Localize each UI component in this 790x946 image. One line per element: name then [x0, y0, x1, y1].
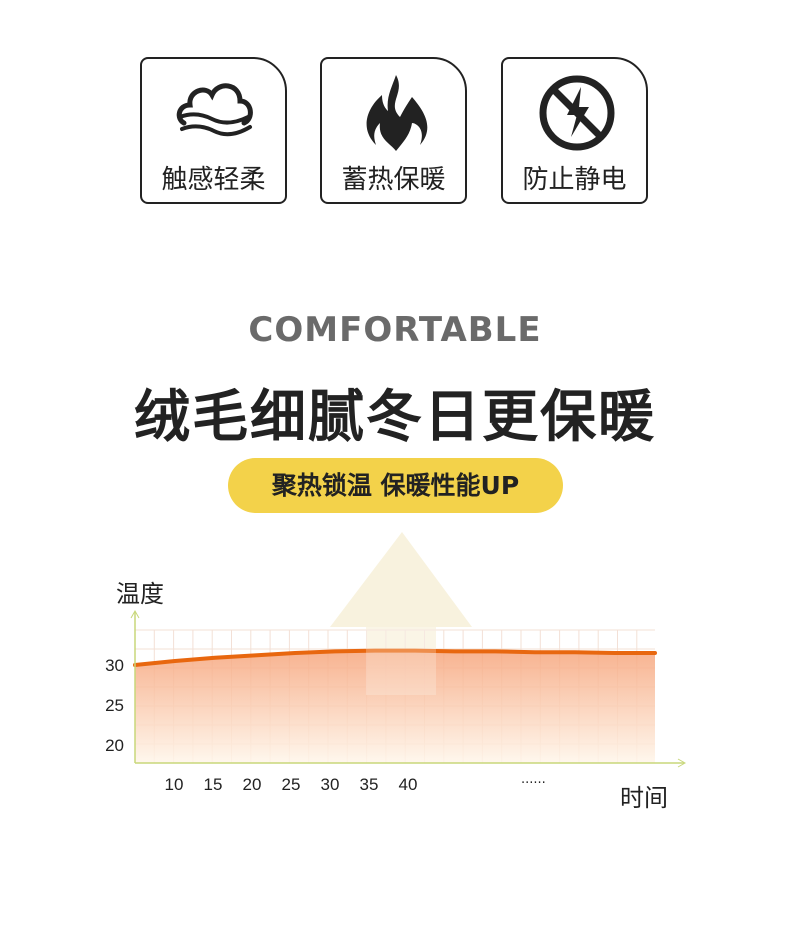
x-tick-label: 35: [360, 775, 379, 794]
feature-card-antistatic: 防止静电: [501, 57, 648, 204]
page-title: 绒毛细腻冬日更保暖: [134, 385, 656, 450]
x-tick-label: 25: [282, 775, 301, 794]
cloud-icon: [176, 83, 253, 137]
y-tick-label: 30: [105, 656, 124, 675]
feature-label: 触感轻柔: [161, 165, 266, 195]
x-tick-label: 40: [399, 775, 418, 794]
temperature-chart: 10 15 20 25 30 35 40 30 25 20: [105, 532, 687, 794]
x-tick-label: 20: [243, 775, 262, 794]
feature-card-soft: 触感轻柔: [140, 57, 287, 204]
feature-label: 防止静电: [522, 165, 627, 195]
feature-card-warm: 蓄热保暖: [320, 57, 467, 204]
warmth-arrow: [330, 532, 472, 695]
x-axis-label: 时间: [620, 784, 668, 812]
y-tick-label: 25: [105, 696, 124, 715]
x-tick-label: 30: [321, 775, 340, 794]
x-axis-ellipsis: ......: [521, 772, 546, 787]
temperature-area: [135, 650, 655, 763]
headline-english: COMFORTABLE: [248, 310, 542, 350]
flame-icon: [366, 75, 428, 151]
no-static-icon: [539, 75, 615, 151]
feature-label: 蓄热保暖: [341, 165, 446, 195]
y-axis-label: 温度: [116, 580, 164, 608]
x-tick-label: 10: [165, 775, 184, 794]
y-tick-label: 20: [105, 736, 124, 755]
x-tick-label: 15: [204, 775, 223, 794]
feature-badge: 聚热锁温 保暖性能UP: [228, 458, 563, 513]
temperature-line: [133, 648, 657, 667]
